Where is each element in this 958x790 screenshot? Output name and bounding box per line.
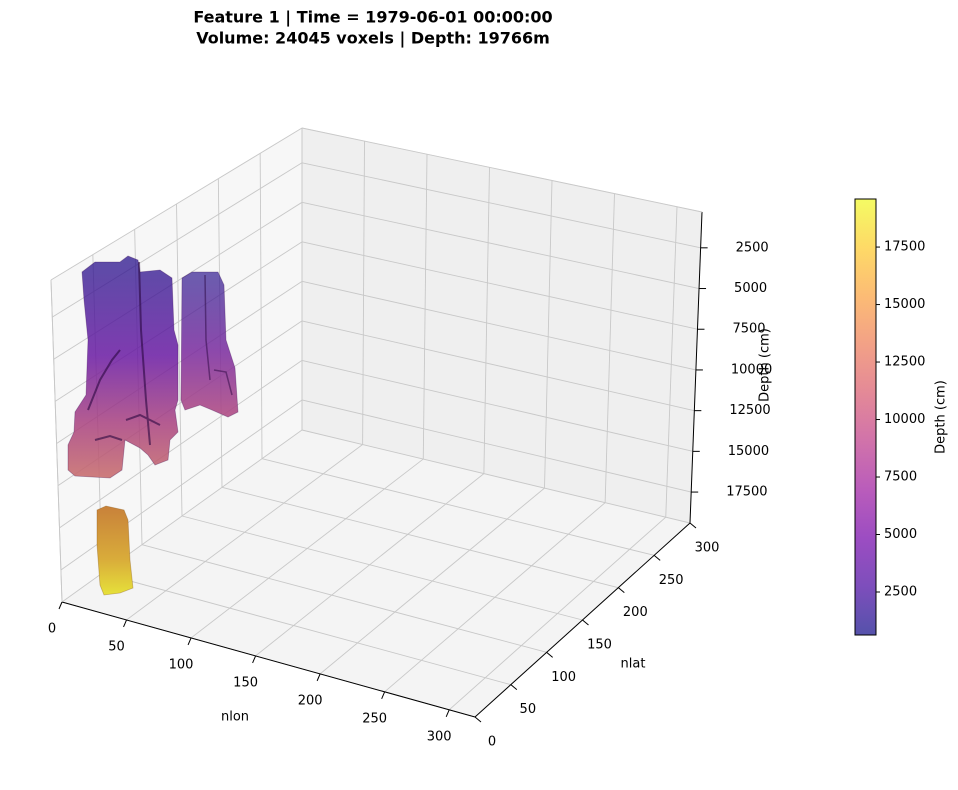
grid-line [483,167,490,474]
tick-mark [187,637,192,646]
z-tick-label: 2500 [736,240,769,255]
colorbar-tick-label: 17500 [884,240,925,255]
grid-line [301,359,693,452]
tick-mark [689,522,697,529]
y-tick-label: 200 [623,605,648,620]
z-axis-line [689,211,703,524]
x-tick-label: 0 [48,622,56,637]
tick-mark [582,619,589,626]
colorbar-tick-label: 12500 [884,355,925,370]
grid-line [301,201,700,289]
z-tick-label: 5000 [734,281,767,296]
z-tick-label: 15000 [728,444,769,459]
z-tick-label: 12500 [729,403,770,418]
grid-line [259,153,263,459]
colorbar-frame [854,198,877,636]
colorbar-tick-label: 10000 [884,412,925,427]
x-tick-label: 50 [108,639,125,654]
colorbar-tick-label: 7500 [884,470,917,485]
y-axis-label: nlat [621,657,646,672]
y-axis-line [474,522,691,718]
x-tick-label: 250 [362,711,387,726]
x-tick-label: 200 [298,693,323,708]
grid-line [301,280,697,371]
tick-mark [474,716,482,723]
y-tick-label: 100 [551,670,576,685]
grid-line [59,360,303,529]
colorbar-tick-label: 2500 [884,584,917,599]
y-tick-label: 150 [587,638,612,653]
x-axis-line [61,601,476,718]
z-tick-label: 10000 [731,362,772,377]
pane-edge [50,127,303,281]
volume-surface [180,271,239,418]
chart-title: Volume: 24045 voxels | Depth: 19766m [196,29,550,49]
grid-line [181,515,583,621]
grid-line [422,154,428,460]
grid-line [301,429,691,524]
tick-mark [58,601,63,610]
tick-mark [316,673,321,682]
x-tick-label: 300 [427,729,452,744]
volume-surface [96,505,134,596]
grid-line [301,162,701,249]
grid-line [221,486,619,589]
volume [67,255,239,596]
colorbar-tick-label: 5000 [884,527,917,542]
grid-line [141,544,547,653]
pane-edge [50,279,63,603]
y-tick-label: 300 [695,541,720,556]
grid-line [176,203,183,517]
tick-mark [381,691,386,700]
tick-mark [510,684,518,691]
y-tick-label: 0 [488,735,496,750]
pane-edge [301,127,703,213]
x-tick-label: 150 [233,675,258,690]
colorbar-label: Depth (cm) [934,380,949,454]
z-tick-label: 7500 [732,322,765,337]
grid-line [301,399,692,493]
grid-line [544,180,553,489]
x-tick-label: 100 [169,657,194,672]
grid-line [101,572,511,686]
grid-line [301,241,698,330]
axes: 0 50 100 150 200 250 300 0 50 100 150 200 250 300 2500… [48,127,772,750]
grid-line [301,320,695,412]
tick-mark [653,554,661,561]
colorbar-tick-label: 15000 [884,297,925,312]
z-tick-label: 17500 [726,485,767,500]
tick-mark [546,651,553,658]
x-axis-label: nlon [221,710,249,725]
colorbar-fill [855,199,876,635]
z-axis-label: Depth (cm) [758,328,773,402]
volume-ridge [87,261,161,446]
tick-mark [123,619,127,628]
tick-mark [445,709,450,718]
chart-title: Feature 1 | Time = 1979-06-01 00:00:00 [193,8,552,28]
tick-mark [252,655,257,664]
tick-mark [618,587,625,594]
grid-line [665,206,678,518]
grid-line [604,193,615,503]
y-tick-label: 50 [520,702,537,717]
colorbar: 2500 5000 7500 10000 12500 15000 17500 [854,198,925,636]
grid-line [362,141,365,445]
volume-ridge [204,274,233,396]
y-tick-label: 250 [659,573,684,588]
grid-line [261,458,655,556]
